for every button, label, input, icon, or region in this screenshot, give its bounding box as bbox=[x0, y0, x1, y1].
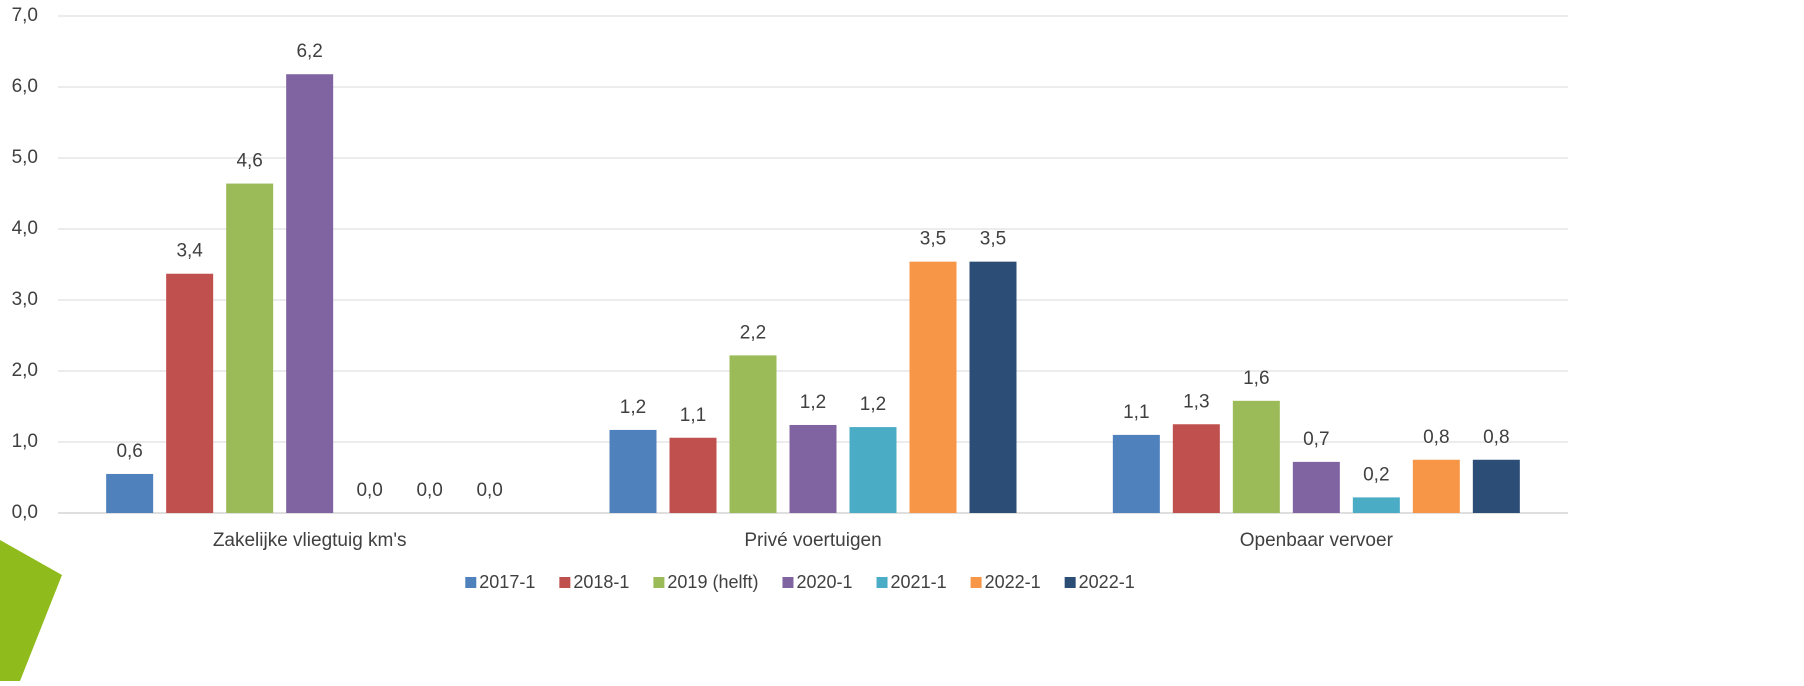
value-label: 1,1 bbox=[1123, 402, 1149, 423]
bar bbox=[1412, 459, 1460, 513]
value-label: 4,6 bbox=[236, 151, 262, 172]
legend-swatch bbox=[876, 577, 888, 588]
legend-swatch bbox=[465, 577, 477, 588]
legend-label: 2019 (helft) bbox=[667, 572, 758, 592]
value-label: 3,4 bbox=[176, 241, 203, 262]
value-label: 0,7 bbox=[1303, 429, 1329, 450]
bar bbox=[226, 183, 274, 513]
legend-swatch bbox=[559, 577, 571, 588]
value-label: 1,1 bbox=[680, 405, 706, 426]
x-tick-label: Zakelijke vliegtuig km's bbox=[213, 530, 407, 551]
value-label: 1,2 bbox=[860, 394, 886, 415]
y-tick-label: 5,0 bbox=[12, 147, 38, 168]
value-label: 1,2 bbox=[620, 397, 646, 418]
bar bbox=[849, 427, 897, 513]
value-label: 0,8 bbox=[1423, 427, 1449, 448]
legend-swatch bbox=[653, 577, 665, 588]
value-label: 0,0 bbox=[416, 480, 442, 501]
value-label: 2,2 bbox=[740, 322, 766, 343]
y-tick-label: 4,0 bbox=[12, 218, 38, 239]
legend-swatch bbox=[782, 577, 794, 588]
y-tick-label: 1,0 bbox=[12, 431, 38, 452]
value-label: 3,5 bbox=[920, 229, 946, 250]
value-label: 3,5 bbox=[980, 229, 1006, 250]
bar bbox=[166, 273, 214, 513]
x-tick-label: Privé voertuigen bbox=[744, 530, 881, 551]
y-tick-label: 6,0 bbox=[12, 76, 38, 97]
value-label: 0,6 bbox=[116, 441, 142, 462]
decoration bbox=[0, 540, 62, 681]
legend-label: 2020-1 bbox=[796, 572, 852, 592]
value-label: 0,0 bbox=[356, 480, 382, 501]
legend-swatch bbox=[970, 577, 982, 588]
bar bbox=[1292, 461, 1340, 513]
bar bbox=[669, 437, 717, 513]
bar bbox=[1112, 434, 1160, 513]
legend-label: 2018-1 bbox=[573, 572, 629, 592]
bar bbox=[969, 261, 1017, 513]
x-tick-label: Openbaar vervoer bbox=[1240, 530, 1394, 551]
value-label: 0,0 bbox=[476, 480, 502, 501]
legend-label: 2022-1 bbox=[985, 572, 1041, 592]
bar bbox=[106, 473, 154, 513]
legend-label: 2017-1 bbox=[479, 572, 535, 592]
bar bbox=[789, 424, 837, 513]
y-tick-label: 2,0 bbox=[12, 360, 38, 381]
value-label: 1,3 bbox=[1183, 391, 1209, 412]
bar bbox=[1352, 497, 1400, 513]
y-tick-label: 3,0 bbox=[12, 289, 38, 310]
bar bbox=[1472, 459, 1520, 513]
bar bbox=[1232, 400, 1280, 513]
legend-label: 2021-1 bbox=[891, 572, 947, 592]
value-label: 0,2 bbox=[1363, 464, 1389, 485]
value-label: 1,6 bbox=[1243, 368, 1269, 389]
bar bbox=[729, 355, 777, 513]
y-tick-label: 7,0 bbox=[12, 5, 38, 26]
legend-label: 2022-1 bbox=[1079, 572, 1135, 592]
value-label: 0,8 bbox=[1483, 427, 1509, 448]
bar bbox=[1172, 424, 1220, 513]
value-label: 1,2 bbox=[800, 392, 826, 413]
value-label: 6,2 bbox=[296, 41, 322, 62]
legend-swatch bbox=[1064, 577, 1076, 588]
bar bbox=[609, 429, 657, 513]
y-tick-label: 0,0 bbox=[12, 502, 38, 523]
bar bbox=[286, 74, 334, 513]
bar bbox=[909, 261, 957, 513]
